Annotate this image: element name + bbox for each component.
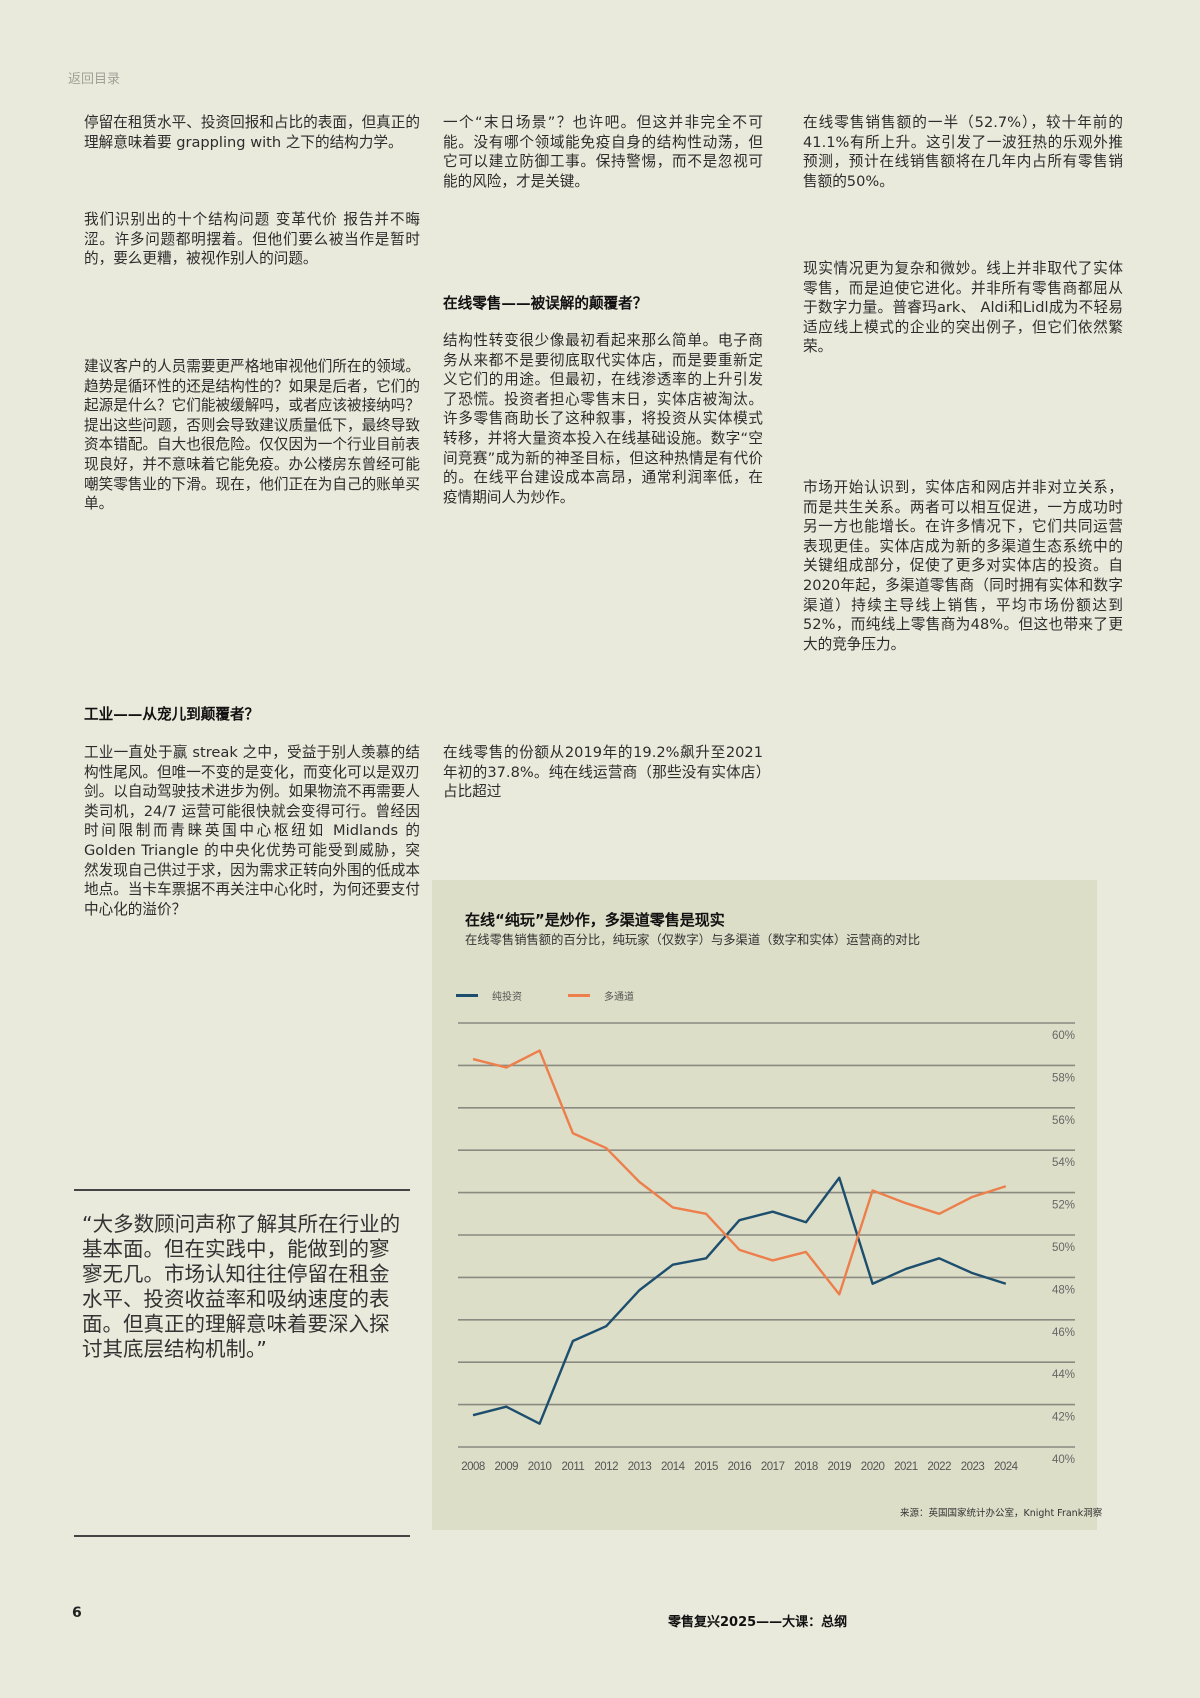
x-tick-label: 2018 [794,1461,818,1473]
col1-paragraph-4: 工业一直处于赢 streak 之中，受益于别人羡慕的结构性尾风。但唯一不变的是变… [84,744,420,918]
y-tick-label: 44% [1052,1369,1075,1381]
series-line-multichannel [472,1049,1007,1296]
col3-paragraph-1: 在线零售销售额的一半（52.7%），较十年前的41.1%有所上升。这引发了一波狂… [803,114,1123,190]
x-tick-label: 2015 [694,1461,718,1473]
x-tick-label: 2019 [828,1461,852,1473]
x-tick-label: 2023 [961,1461,985,1473]
y-tick-label: 56% [1052,1115,1075,1127]
col3-paragraph-3: 市场开始认识到，实体店和网店并非对立关系，而是共生关系。两者可以相互促进，一方成… [803,479,1123,653]
col1-paragraph-1: 停留在租赁水平、投资回报和占比的表面，但真正的理解意味着要 grappling … [84,114,420,151]
legend-item-pure: 纯投资 [456,988,522,1003]
back-to-contents-link[interactable]: 返回目录 [68,72,121,87]
y-tick-label: 50% [1052,1242,1075,1254]
legend-item-multichannel: 多通道 [568,988,634,1003]
y-tick-label: 40% [1052,1454,1075,1466]
chart-title: 在线“纯玩”是炒作，多渠道零售是现实 [465,911,725,929]
chart-source: 来源：英国国家统计办公室，Knight Frank洞察 [900,1508,1103,1519]
y-tick-label: 48% [1052,1284,1075,1296]
footer-title: 零售复兴2025——大课：总纲 [668,1615,848,1630]
y-tick-label: 54% [1052,1157,1075,1169]
col2-paragraph-2: 结构性转变很少像最初看起来那么简单。电子商务从来都不是要彻底取代实体店，而是要重… [443,332,763,506]
legend-label-multichannel: 多通道 [604,992,634,1003]
legend-label-pure: 纯投资 [492,992,522,1003]
quote-top-rule [74,1189,410,1191]
col1-paragraph-2: 我们识别出的十个结构问题 变革代价 报告并不晦涩。许多问题都明摆着。但他们要么被… [84,211,420,268]
col1-paragraph-3: 建议客户的人员需要更严格地审视他们所在的领域。趋势是循环性的还是结构性的？如果是… [84,358,420,513]
x-tick-label: 2016 [728,1461,752,1473]
pull-quote: “大多数顾问声称了解其所在行业的基本面。但在实践中，能做到的寥寥无几。市场认知往… [82,1212,401,1361]
x-tick-label: 2022 [927,1461,951,1473]
x-tick-label: 2012 [594,1461,618,1473]
y-tick-label: 42% [1052,1412,1075,1424]
y-tick-label: 58% [1052,1072,1075,1084]
legend-swatch-pure [456,994,478,997]
x-tick-label: 2008 [461,1461,485,1473]
chart-subtitle: 在线零售销售额的百分比，纯玩家（仅数字）与多渠道（数字和实体）运营商的对比 [465,933,920,947]
y-tick-label: 52% [1052,1200,1075,1212]
x-tick-label: 2024 [994,1461,1019,1473]
line-chart: 60% 58% 56% 54% 52% 50% 48% 46% 44% 42% 40% 2008 200… [458,1022,1075,1473]
x-tick-label: 2013 [628,1461,652,1473]
x-tick-label: 2010 [528,1461,552,1473]
x-tick-label: 2017 [761,1461,785,1473]
page-number: 6 [72,1605,82,1621]
x-tick-label: 2020 [861,1461,885,1473]
legend-swatch-multichannel [568,994,590,997]
col3-paragraph-2: 现实情况更为复杂和微妙。线上并非取代了实体零售，而是迫使它进化。并非所有零售商都… [803,260,1123,356]
y-tick-label: 46% [1052,1327,1075,1339]
quote-bottom-rule [74,1535,410,1537]
section-heading-industrial: 工业——从宠儿到颠覆者？ [84,706,260,723]
section-heading-online-retail: 在线零售——被误解的颠覆者？ [443,295,648,312]
series-line-pure [472,1176,1007,1425]
col2-paragraph-3: 在线零售的份额从2019年的19.2%飙升至2021年初的37.8%。纯在线运营… [443,744,763,801]
chart-panel [432,880,1097,1530]
x-tick-label: 2014 [661,1461,686,1473]
x-tick-label: 2021 [894,1461,918,1473]
col2-paragraph-1: 一个“末日场景”？也许吧。但这并非完全不可能。没有哪个领域能免疫自身的结构性动荡… [443,114,763,190]
y-tick-label: 60% [1052,1030,1075,1042]
x-tick-label: 2011 [562,1461,585,1473]
x-tick-label: 2009 [495,1461,519,1473]
